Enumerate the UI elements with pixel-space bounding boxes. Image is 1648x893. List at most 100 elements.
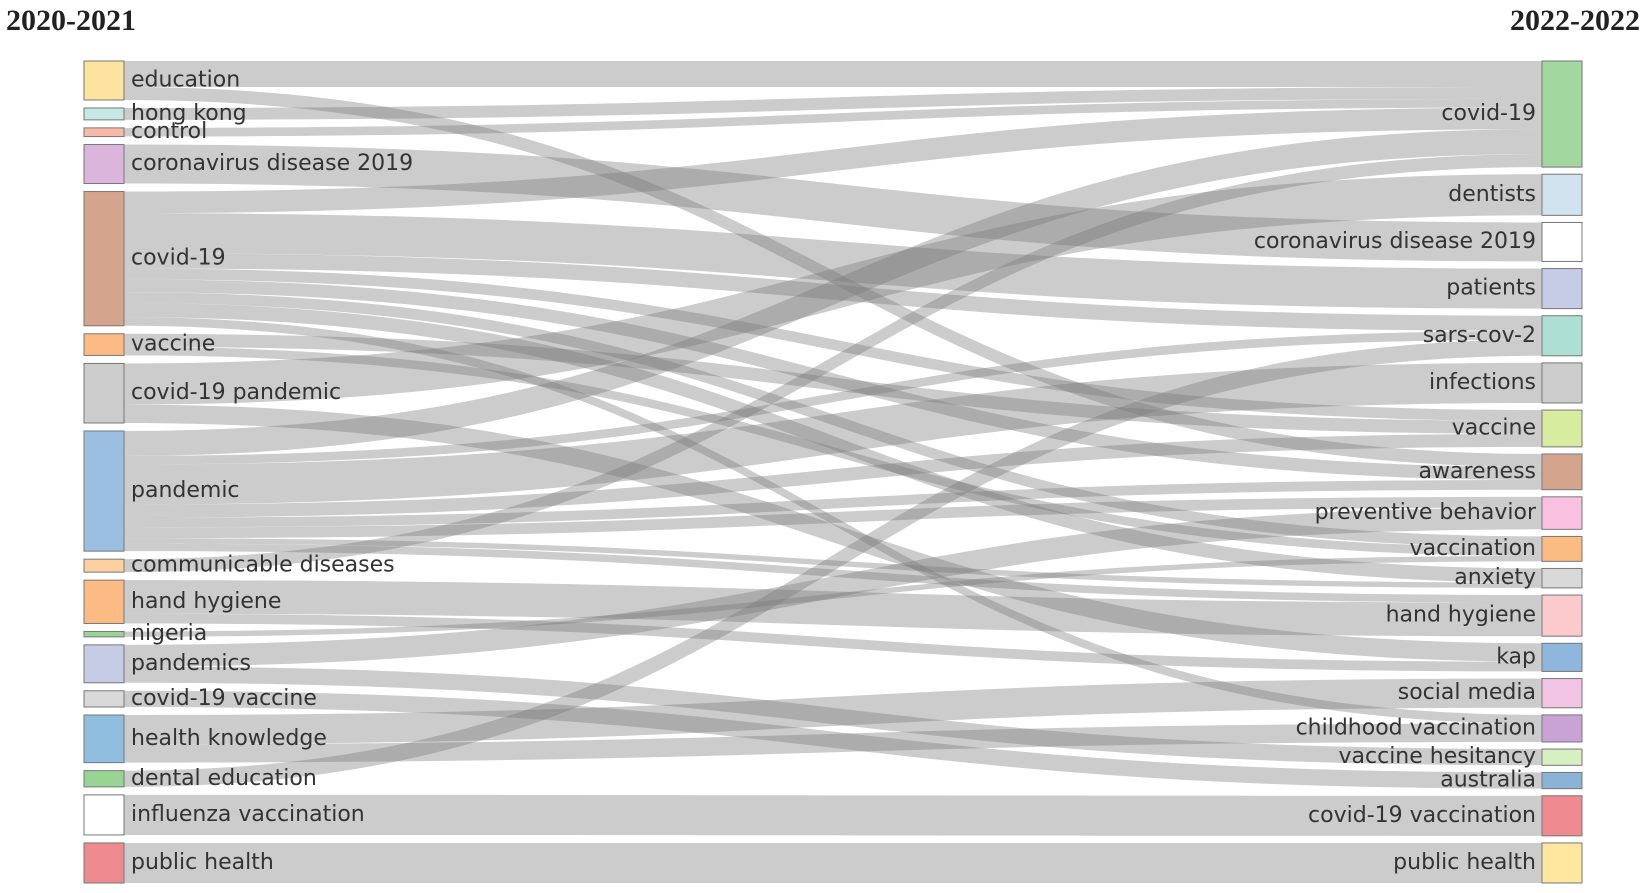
node-label: preventive behavior [1315,500,1537,525]
node-label: covid-19 vaccination [1308,803,1536,828]
link [124,333,1542,434]
link [124,842,1542,883]
node-label: vaccination [1410,536,1536,561]
node [83,558,125,573]
node [1541,535,1583,562]
link [124,268,1542,421]
link [124,678,1542,745]
node [1541,678,1583,709]
node-label: childhood vaccination [1296,715,1536,740]
node [1541,173,1583,216]
link [124,362,1542,505]
node [83,714,125,764]
node [1541,362,1583,404]
link [124,213,1542,309]
node [83,127,125,138]
link [124,543,1542,603]
node-label: covid-19 [131,246,226,271]
node-label: hand hygiene [131,589,281,614]
right-column-title: 2022-2022 [1510,4,1640,37]
node [1541,409,1583,448]
node-label: education [131,67,240,92]
link [124,86,1542,467]
node [83,842,125,884]
link [124,339,1542,787]
node-label: covid-19 vaccine [131,686,317,711]
node [83,60,125,101]
node [83,579,125,624]
node-label: dentists [1448,182,1536,207]
node [1541,60,1583,168]
node-label: australia [1440,768,1536,793]
node [1541,642,1583,672]
node [83,770,125,788]
node-label: infections [1429,370,1536,395]
link [124,107,1542,214]
link [124,613,1542,672]
link [124,279,1542,480]
node-label: covid-19 [1441,101,1536,126]
link [124,253,1542,331]
node-label: patients [1446,276,1536,301]
links [124,61,1542,883]
link [124,129,1542,456]
node [1541,771,1583,790]
link [124,303,1542,583]
node [83,430,125,552]
node-label: awareness [1419,459,1536,484]
node-label: control [131,119,207,144]
node-label: vaccine hesitancy [1339,744,1537,769]
node [1541,453,1583,491]
node [83,144,125,185]
node [83,107,125,121]
link [124,479,1542,528]
node-label: public health [1393,850,1536,875]
node-label: hand hygiene [1386,603,1536,628]
node-label: influenza vaccination [131,802,365,827]
node-label: vaccine [1452,415,1536,440]
node [83,362,125,424]
node [1541,748,1583,766]
link [124,794,1542,836]
link [124,61,1542,87]
node [83,794,125,836]
link [124,538,1542,588]
link [124,292,1542,548]
node-label: nigeria [131,621,207,646]
node-label: covid-19 pandemic [131,380,341,405]
link [124,723,1542,763]
node-label: hong kong [131,101,247,126]
node [83,630,125,638]
node [1541,842,1583,884]
link [124,98,1542,137]
node [1541,268,1583,310]
link [124,317,1542,724]
node [1541,714,1583,743]
link [124,404,1542,662]
node-label: pandemics [131,651,251,676]
node [1541,315,1583,357]
link [124,154,1542,573]
node-label: coronavirus disease 2019 [131,151,413,176]
node-label: anxiety [1454,565,1536,590]
node [1541,567,1583,589]
node-label: communicable diseases [131,553,395,578]
node-label: health knowledge [131,726,327,751]
node [1541,221,1583,262]
link [124,330,1542,465]
node-label: vaccine [131,332,215,357]
node [83,644,125,684]
link [124,690,1542,789]
node-label: coronavirus disease 2019 [1254,229,1536,254]
link [124,555,1542,637]
node [83,333,125,356]
link [124,507,1542,667]
link [124,174,1542,405]
link [124,433,1542,518]
left-column-title: 2020-2021 [6,4,136,37]
node-label: public health [131,850,274,875]
link [124,496,1542,539]
